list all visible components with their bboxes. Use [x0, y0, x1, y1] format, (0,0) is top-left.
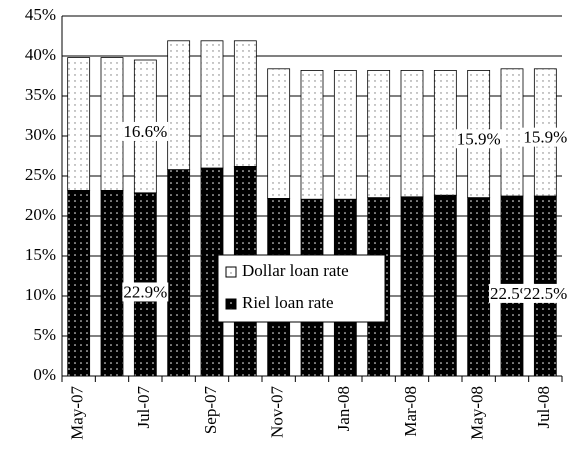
x-tick-label: Nov-07: [268, 386, 287, 438]
y-tick-label: 40%: [25, 45, 56, 64]
bar-segment: [67, 189, 91, 377]
data-label: 22.9%: [123, 282, 167, 301]
data-label: 16.6%: [123, 122, 167, 141]
bar-segment: [200, 40, 224, 169]
x-tick-label: May-07: [68, 386, 87, 440]
bar-segment: [433, 194, 457, 377]
legend-label: Dollar loan rate: [242, 261, 349, 280]
bar-segment: [400, 70, 424, 198]
bar-segment: [500, 68, 524, 197]
data-label: 15.9%: [457, 129, 501, 148]
y-tick-label: 5%: [33, 325, 56, 344]
data-label: 15.9%: [523, 128, 567, 147]
x-tick-label: Sep-07: [201, 386, 220, 435]
data-label-bg: [522, 283, 569, 303]
x-tick-label: Jul-08: [534, 386, 553, 429]
bar-segment: [100, 57, 124, 191]
x-tick-label: Jul-07: [134, 386, 153, 429]
y-tick-label: 35%: [25, 85, 56, 104]
bar-segment: [400, 196, 424, 377]
bar-segment: [333, 70, 357, 200]
data-label-bg: [122, 282, 169, 302]
bar-segment: [167, 169, 191, 377]
bar-segment: [233, 40, 257, 167]
x-tick-label: Jan-08: [334, 386, 353, 431]
data-label: 22.5%: [523, 284, 567, 303]
y-tick-label: 20%: [25, 205, 56, 224]
legend-box: [217, 254, 386, 323]
bar-segment: [300, 70, 324, 200]
y-tick-label: 30%: [25, 125, 56, 144]
data-label-bg: [122, 121, 169, 141]
data-label-bg: [522, 127, 569, 147]
legend-swatch: [225, 298, 237, 310]
legend-label: Riel loan rate: [242, 293, 334, 312]
y-tick-label: 25%: [25, 165, 56, 184]
legend-swatch: [225, 266, 237, 278]
y-tick-label: 45%: [25, 5, 56, 24]
y-tick-label: 15%: [25, 245, 56, 264]
y-tick-label: 0%: [33, 365, 56, 384]
y-tick-label: 10%: [25, 285, 56, 304]
bar-segment: [433, 70, 457, 196]
x-tick-label: May-08: [468, 386, 487, 440]
data-label-bg: [455, 129, 502, 149]
bar-segment: [467, 197, 491, 377]
bar-segment: [67, 57, 91, 191]
x-tick-label: Mar-08: [401, 386, 420, 437]
bar-segment: [267, 68, 291, 199]
bar-segment: [167, 40, 191, 171]
bar-segment: [100, 189, 124, 377]
bar-segment: [367, 70, 391, 198]
